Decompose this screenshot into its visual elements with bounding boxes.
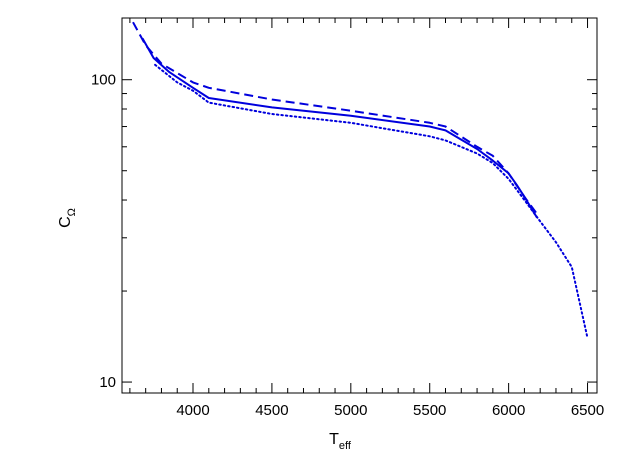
x-tick-label: 5000 (334, 402, 367, 419)
series-line-dotted (154, 63, 589, 339)
x-tick-label: 5500 (413, 402, 446, 419)
y-axis-title-main: C (57, 216, 74, 228)
series-line-dashed (132, 21, 538, 215)
x-tick-label: 4000 (176, 402, 209, 419)
plot-frame (121, 17, 598, 394)
axis-ticks (122, 18, 597, 393)
y-tick-label: 100 (91, 72, 116, 89)
series-layer (132, 21, 589, 339)
x-axis-title: Teff (329, 431, 352, 452)
x-tick-label: 6500 (571, 402, 604, 419)
y-axis-title-sub: Ω (66, 208, 78, 216)
x-axis-title-main: T (329, 431, 339, 448)
x-tick-label: 4500 (255, 402, 288, 419)
x-tick-label: 6000 (492, 402, 525, 419)
y-axis-title: CΩ (57, 208, 78, 228)
y-tick-label: 10 (99, 374, 116, 391)
x-axis-title-sub: eff (339, 440, 352, 452)
tick-labels: 4000 4500 5000 5500 6000 6500 10 100 (91, 72, 604, 419)
series-line-solid (141, 37, 538, 219)
